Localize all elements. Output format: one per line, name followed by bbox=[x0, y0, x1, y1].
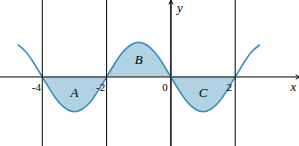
svg-text:y: y bbox=[175, 0, 183, 15]
svg-text:2: 2 bbox=[226, 80, 232, 92]
svg-text:A: A bbox=[69, 85, 78, 100]
svg-text:-4: -4 bbox=[32, 80, 42, 92]
svg-text:x: x bbox=[290, 79, 297, 94]
svg-text:-2: -2 bbox=[96, 80, 105, 92]
svg-text:0: 0 bbox=[162, 80, 168, 92]
svg-text:B: B bbox=[135, 52, 143, 67]
svg-text:C: C bbox=[199, 85, 208, 100]
